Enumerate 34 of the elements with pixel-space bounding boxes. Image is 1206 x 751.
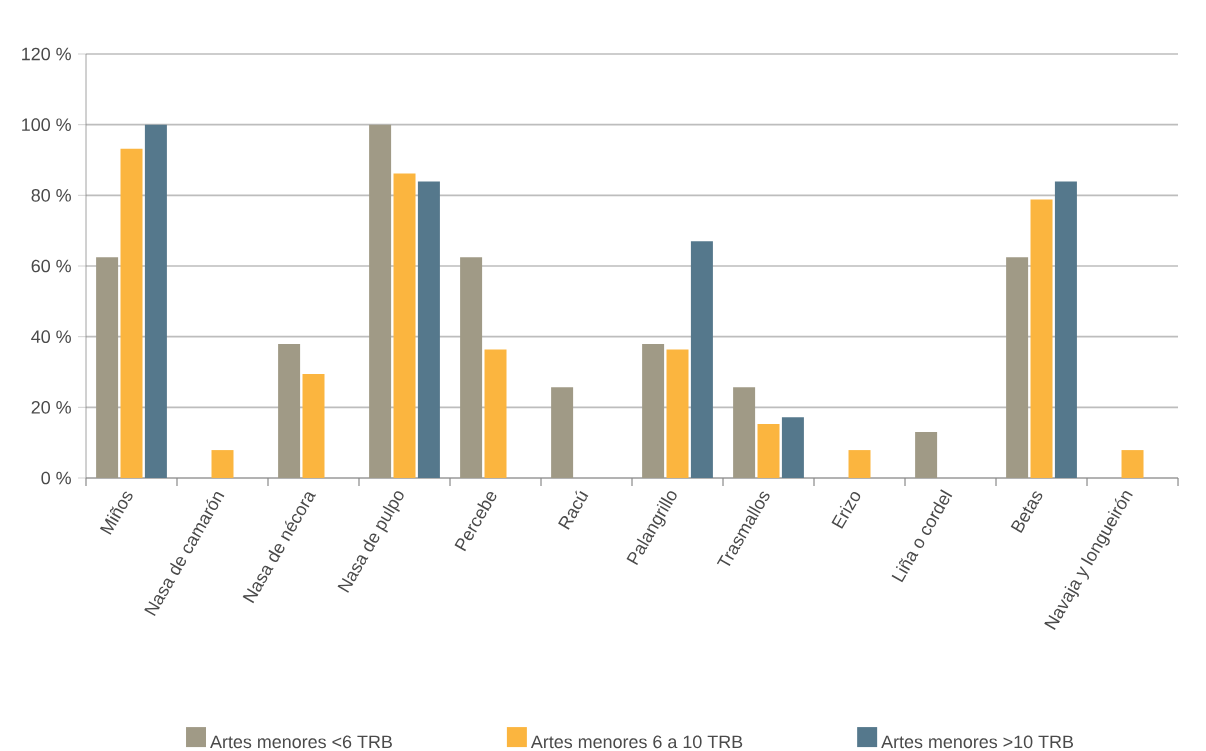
bar bbox=[96, 257, 119, 478]
legend-label: Artes menores >10 TRB bbox=[881, 735, 1074, 749]
y-tick-label: 100 % bbox=[22, 118, 71, 132]
bar bbox=[781, 417, 804, 478]
bar bbox=[120, 148, 143, 478]
y-tick-label: 60 % bbox=[31, 259, 71, 273]
y-tick-label: 20 % bbox=[31, 400, 71, 414]
bar bbox=[733, 387, 756, 478]
bar bbox=[302, 374, 325, 478]
bar bbox=[848, 450, 871, 478]
legend-label: Artes menores 6 a 10 TRB bbox=[530, 735, 743, 749]
bar bbox=[1121, 450, 1144, 478]
legend-label: Artes menores <6 TRB bbox=[210, 735, 392, 749]
y-tick-label: 120 % bbox=[22, 47, 71, 61]
bar bbox=[484, 349, 507, 478]
bar bbox=[690, 241, 713, 478]
bar bbox=[460, 257, 483, 478]
bar bbox=[144, 124, 167, 478]
bar bbox=[757, 423, 780, 478]
y-tick-label: 40 % bbox=[31, 330, 71, 344]
bar bbox=[1030, 199, 1053, 478]
bar bbox=[642, 344, 665, 478]
bar bbox=[551, 387, 574, 478]
bar bbox=[369, 124, 392, 478]
bar bbox=[393, 173, 416, 478]
bar bbox=[417, 181, 440, 478]
bar bbox=[1006, 257, 1029, 478]
bar bbox=[915, 432, 938, 478]
y-tick-label: 80 % bbox=[31, 188, 71, 202]
y-tick-label: 0 % bbox=[41, 471, 71, 485]
bar bbox=[666, 349, 689, 478]
bar bbox=[278, 344, 301, 478]
bar bbox=[1054, 181, 1077, 478]
bar bbox=[211, 450, 234, 478]
